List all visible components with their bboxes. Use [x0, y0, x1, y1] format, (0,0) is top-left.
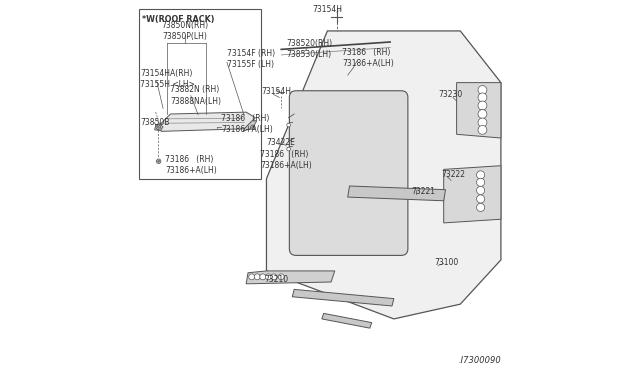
Circle shape — [477, 186, 484, 195]
Text: 73186   (RH)
73186+A(LH): 73186 (RH) 73186+A(LH) — [342, 48, 394, 68]
Circle shape — [477, 195, 484, 203]
Text: 73154HA(RH)
73155H <LH>: 73154HA(RH) 73155H <LH> — [140, 69, 195, 89]
Circle shape — [477, 203, 484, 211]
Text: 73186   (RH)
73186+A(LH): 73186 (RH) 73186+A(LH) — [165, 154, 217, 174]
Text: .I7300090: .I7300090 — [458, 356, 501, 365]
Text: 73210: 73210 — [264, 275, 288, 283]
Polygon shape — [246, 271, 335, 284]
Circle shape — [287, 147, 291, 151]
Text: 73222: 73222 — [441, 170, 465, 179]
Circle shape — [478, 125, 487, 134]
Text: 738520(RH)
738530(LH): 738520(RH) 738530(LH) — [286, 39, 332, 59]
Circle shape — [249, 274, 255, 280]
Circle shape — [477, 178, 484, 186]
Text: 73186   (RH)
73186+A(LH): 73186 (RH) 73186+A(LH) — [221, 114, 273, 134]
Text: 73154F (RH)
73155F (LH): 73154F (RH) 73155F (LH) — [227, 49, 275, 69]
Circle shape — [287, 123, 291, 127]
Circle shape — [156, 125, 161, 129]
Text: 73154H: 73154H — [312, 5, 342, 14]
Text: 73850B: 73850B — [140, 118, 170, 126]
Circle shape — [278, 274, 284, 280]
Text: 73100: 73100 — [435, 258, 459, 267]
Circle shape — [478, 101, 487, 110]
Circle shape — [251, 125, 255, 129]
Text: 73422E: 73422E — [266, 138, 295, 147]
Text: 73230: 73230 — [438, 90, 463, 99]
Circle shape — [478, 93, 487, 102]
Bar — [139, 9, 261, 179]
Circle shape — [252, 126, 254, 128]
Polygon shape — [292, 289, 394, 306]
Circle shape — [478, 86, 487, 94]
Polygon shape — [322, 313, 372, 328]
Polygon shape — [243, 119, 257, 131]
Polygon shape — [266, 31, 501, 319]
Polygon shape — [456, 83, 501, 138]
Text: 73221: 73221 — [412, 187, 436, 196]
Text: *W(ROOF RACK): *W(ROOF RACK) — [142, 15, 214, 25]
Polygon shape — [159, 112, 255, 131]
FancyBboxPatch shape — [289, 91, 408, 256]
Text: 73186   (RH)
73186+A(LH): 73186 (RH) 73186+A(LH) — [260, 150, 312, 170]
Polygon shape — [348, 186, 445, 201]
Polygon shape — [444, 166, 501, 223]
Circle shape — [477, 171, 484, 179]
Text: 73882N (RH)
73888NA(LH): 73882N (RH) 73888NA(LH) — [170, 86, 221, 106]
Circle shape — [266, 274, 271, 280]
Circle shape — [157, 126, 159, 128]
Polygon shape — [155, 124, 163, 131]
Circle shape — [478, 110, 487, 118]
Circle shape — [156, 159, 161, 163]
Circle shape — [254, 274, 260, 280]
Text: 73850N(RH)
73850P(LH): 73850N(RH) 73850P(LH) — [162, 21, 209, 41]
Circle shape — [478, 118, 487, 127]
Text: 73154H: 73154H — [262, 87, 292, 96]
Circle shape — [260, 274, 266, 280]
Circle shape — [271, 274, 277, 280]
Circle shape — [157, 160, 160, 162]
